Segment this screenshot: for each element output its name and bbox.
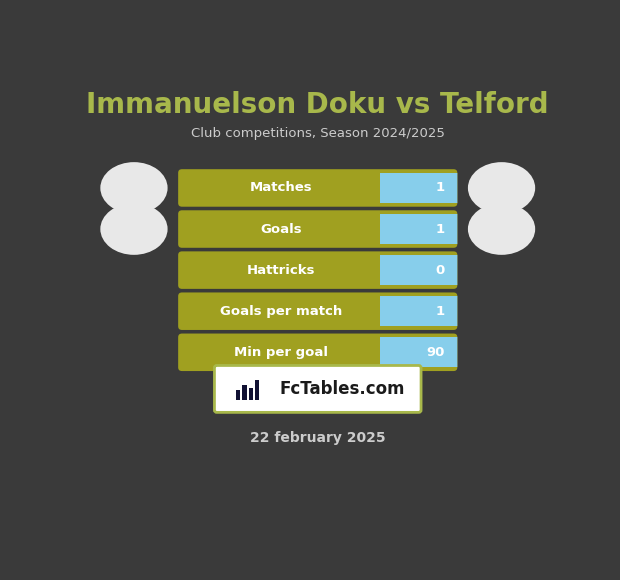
Text: 90: 90 <box>427 346 445 359</box>
Ellipse shape <box>468 203 535 255</box>
Text: 0: 0 <box>436 264 445 277</box>
FancyBboxPatch shape <box>178 211 458 248</box>
FancyBboxPatch shape <box>178 334 458 371</box>
Bar <box>249 387 253 400</box>
Text: 1: 1 <box>436 223 445 235</box>
Ellipse shape <box>100 203 167 255</box>
Bar <box>242 385 247 400</box>
Bar <box>380 296 463 327</box>
FancyBboxPatch shape <box>178 292 458 330</box>
Text: Club competitions, Season 2024/2025: Club competitions, Season 2024/2025 <box>191 126 445 140</box>
Text: Hattricks: Hattricks <box>247 264 316 277</box>
Text: Min per goal: Min per goal <box>234 346 328 359</box>
Text: 22 february 2025: 22 february 2025 <box>250 431 386 445</box>
Bar <box>236 390 241 400</box>
Text: Goals: Goals <box>260 223 302 235</box>
FancyBboxPatch shape <box>178 169 458 206</box>
Bar <box>255 380 259 400</box>
Bar <box>380 214 463 244</box>
FancyBboxPatch shape <box>178 251 458 289</box>
Bar <box>380 173 463 203</box>
Text: FcTables.com: FcTables.com <box>279 380 405 398</box>
Ellipse shape <box>468 162 535 214</box>
Bar <box>380 255 463 285</box>
Text: Goals per match: Goals per match <box>220 304 342 318</box>
Ellipse shape <box>100 162 167 214</box>
Text: 1: 1 <box>436 182 445 194</box>
Bar <box>380 337 463 368</box>
Text: Matches: Matches <box>250 182 312 194</box>
FancyBboxPatch shape <box>215 365 421 412</box>
Text: Immanuelson Doku vs Telford: Immanuelson Doku vs Telford <box>86 91 549 119</box>
Text: 1: 1 <box>436 304 445 318</box>
